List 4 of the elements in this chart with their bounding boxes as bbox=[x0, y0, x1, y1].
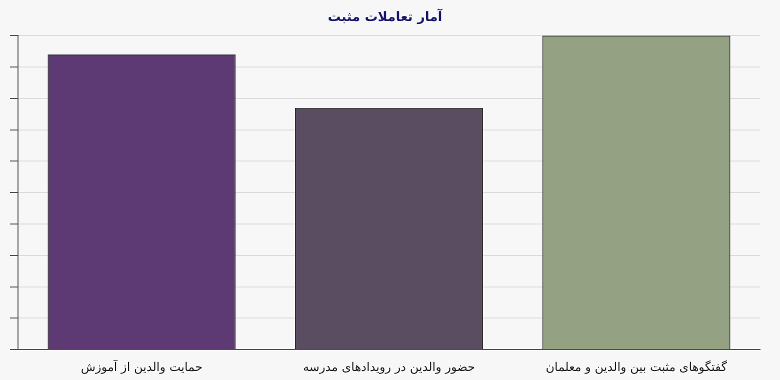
x-tick-label: حضور والدین در رویدادهای مدرسه bbox=[302, 360, 476, 374]
x-tick-label: گفتگوهای مثبت بین والدین و معلمان bbox=[546, 360, 728, 374]
chart-title: آمار تعاملات مثبت bbox=[328, 8, 443, 26]
x-tick-label: حمایت والدین از آموزش bbox=[80, 358, 203, 374]
